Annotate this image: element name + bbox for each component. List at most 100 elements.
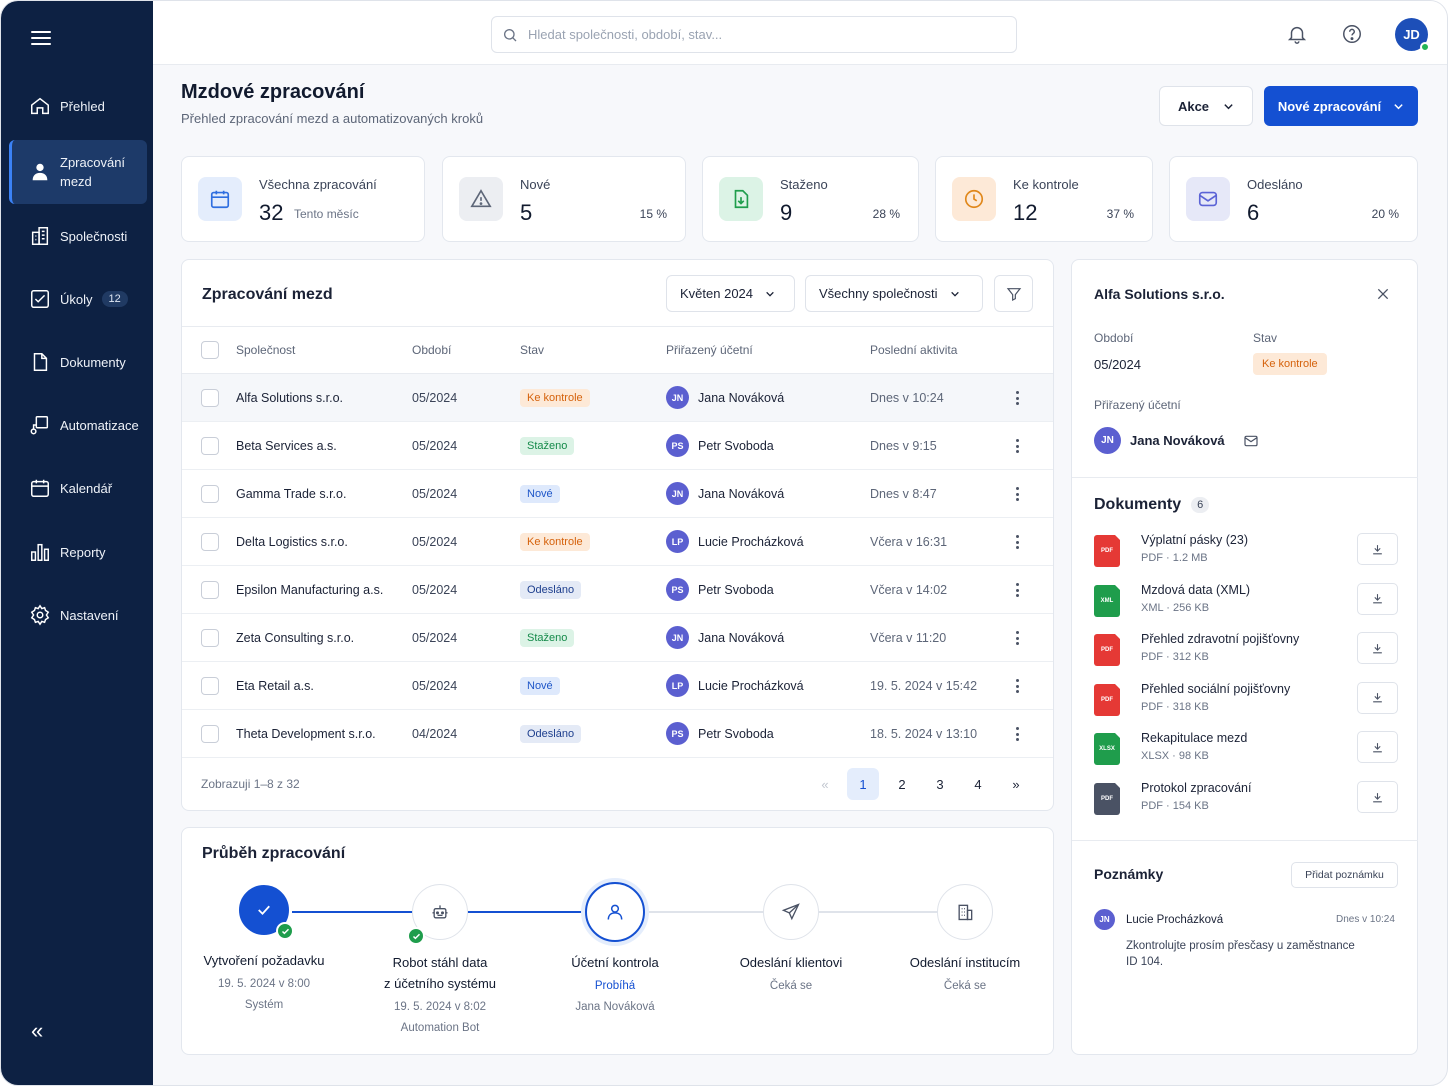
more-options-icon[interactable] bbox=[1016, 439, 1020, 456]
column-header[interactable]: Přiřazený účetní bbox=[666, 343, 753, 357]
search-input[interactable]: Hledat společnosti, období, stav... bbox=[491, 16, 1017, 53]
column-header[interactable]: Společnost bbox=[236, 343, 296, 357]
bell-icon[interactable] bbox=[1286, 23, 1308, 45]
company-name[interactable]: Epsilon Manufacturing a.s. bbox=[236, 582, 384, 597]
stat-card-review[interactable]: Ke kontrole 12 37 % bbox=[935, 156, 1153, 242]
sidebar-item-spolecnosti[interactable]: Společnosti bbox=[9, 216, 147, 256]
sidebar-item-ukoly[interactable]: Úkoly 12 bbox=[9, 279, 147, 319]
row-checkbox[interactable] bbox=[201, 580, 219, 599]
close-icon[interactable] bbox=[1375, 286, 1391, 302]
document-item[interactable]: PDF Protokol zpracování PDF · 154 KB bbox=[1094, 781, 1398, 821]
stat-card-sent[interactable]: Odesláno 6 20 % bbox=[1169, 156, 1418, 242]
column-header[interactable]: Období bbox=[412, 343, 452, 357]
more-options-icon[interactable] bbox=[1016, 583, 1020, 600]
download-document-icon bbox=[719, 177, 763, 221]
row-checkbox[interactable] bbox=[201, 436, 219, 455]
document-item[interactable]: XLSX Rekapitulace mezd XLSX · 98 KB bbox=[1094, 731, 1398, 771]
table-row[interactable]: Epsilon Manufacturing a.s. 05/2024 Odeslán… bbox=[182, 566, 1053, 614]
step-time: 19. 5. 2024 v 8:00 bbox=[217, 978, 311, 990]
table-row[interactable]: Eta Retail a.s. 05/2024 Nové LP Lucie Prochá… bbox=[182, 662, 1053, 710]
help-icon[interactable] bbox=[1341, 23, 1363, 45]
sidebar-item-dokumenty[interactable]: Dokumenty bbox=[9, 342, 147, 382]
company-name[interactable]: Alfa Solutions s.r.o. bbox=[236, 390, 344, 405]
row-checkbox[interactable] bbox=[201, 628, 219, 647]
more-options-icon[interactable] bbox=[1016, 391, 1020, 408]
table-row[interactable]: Zeta Consulting s.r.o. 05/2024 Staženo JN Ja… bbox=[182, 614, 1053, 662]
company-name[interactable]: Gamma Trade s.r.o. bbox=[236, 486, 347, 501]
download-button[interactable] bbox=[1357, 582, 1398, 615]
table-row[interactable]: Delta Logistics s.r.o. 05/2024 Ke kontrole… bbox=[182, 518, 1053, 566]
row-checkbox[interactable] bbox=[201, 724, 219, 743]
file-icon: XLSX bbox=[1094, 732, 1121, 766]
table-row[interactable]: Gamma Trade s.r.o. 05/2024 Nové JN Jana Nová… bbox=[182, 470, 1053, 518]
table-row[interactable]: Theta Development s.r.o. 04/2024 Odesláno P… bbox=[182, 710, 1053, 758]
user-avatar[interactable]: JD bbox=[1395, 18, 1430, 52]
more-options-icon[interactable] bbox=[1016, 487, 1020, 504]
download-button[interactable] bbox=[1357, 731, 1398, 764]
pagination-prev[interactable]: « bbox=[821, 776, 829, 792]
company-name[interactable]: Delta Logistics s.r.o. bbox=[236, 534, 348, 549]
sidebar-item-reporty[interactable]: Reporty bbox=[9, 532, 147, 572]
company-name[interactable]: Zeta Consulting s.r.o. bbox=[236, 630, 355, 645]
sidebar-item-automatizace[interactable]: Automatizace bbox=[9, 405, 147, 445]
pagination-page[interactable]: 2 bbox=[898, 776, 906, 792]
stat-value: 9 bbox=[780, 200, 793, 225]
pagination-page[interactable]: 4 bbox=[974, 776, 982, 792]
sidebar-item-prehled[interactable]: Přehled bbox=[9, 86, 147, 126]
more-options-icon[interactable] bbox=[1016, 535, 1020, 552]
period-filter-dropdown[interactable]: Květen 2024 bbox=[666, 275, 795, 312]
row-checkbox[interactable] bbox=[201, 484, 219, 503]
step-time: 19. 5. 2024 v 8:02 bbox=[393, 1001, 487, 1013]
company-name[interactable]: Beta Services a.s. bbox=[236, 438, 337, 453]
calendar-icon bbox=[198, 177, 242, 221]
filter-button[interactable] bbox=[994, 275, 1033, 312]
company-name[interactable]: Eta Retail a.s. bbox=[236, 678, 314, 693]
mail-icon bbox=[1186, 177, 1230, 221]
document-item[interactable]: PDF Výplatní pásky (23) PDF · 1.2 MB bbox=[1094, 533, 1398, 573]
table-row[interactable]: Alfa Solutions s.r.o. 05/2024 Ke kontrole J… bbox=[182, 374, 1053, 422]
download-button[interactable] bbox=[1357, 632, 1398, 665]
company-filter-dropdown[interactable]: Všechny společnosti bbox=[805, 275, 983, 312]
check-icon bbox=[239, 885, 294, 940]
document-item[interactable]: PDF Přehled sociální pojišťovny PDF · 318 … bbox=[1094, 681, 1398, 722]
row-checkbox[interactable] bbox=[201, 532, 219, 551]
stat-card-new[interactable]: Nové 5 15 % bbox=[442, 156, 686, 242]
row-checkbox[interactable] bbox=[201, 388, 219, 407]
sidebar-item-zpracovani-mezd[interactable]: Zpracování mezd bbox=[9, 140, 147, 204]
mail-icon[interactable] bbox=[1243, 433, 1259, 449]
company-name[interactable]: Theta Development s.r.o. bbox=[236, 726, 376, 741]
document-item[interactable]: XML Mzdová data (XML) XML · 256 KB bbox=[1094, 582, 1398, 623]
step-title-line: Robot stáhl data bbox=[392, 955, 488, 970]
chevron-down-icon bbox=[766, 291, 774, 297]
pagination-page[interactable]: 1 bbox=[847, 768, 879, 800]
row-checkbox[interactable] bbox=[201, 676, 219, 695]
select-all-checkbox[interactable] bbox=[201, 341, 219, 359]
download-button[interactable] bbox=[1357, 681, 1398, 714]
more-options-icon[interactable] bbox=[1016, 727, 1020, 744]
stat-card-all[interactable]: Všechna zpracování 32 Tento měsíc bbox=[181, 156, 425, 242]
stat-card-downloaded[interactable]: Staženo 9 28 % bbox=[702, 156, 919, 242]
period: 05/2024 bbox=[412, 630, 458, 645]
collapse-sidebar-icon[interactable]: « bbox=[31, 1018, 44, 1043]
pagination-next[interactable]: » bbox=[1012, 776, 1020, 792]
column-header[interactable]: Poslední aktivita bbox=[870, 343, 958, 357]
more-options-icon[interactable] bbox=[1016, 631, 1020, 648]
table-row[interactable]: Beta Services a.s. 05/2024 Staženo PS Petr S… bbox=[182, 422, 1053, 470]
column-header[interactable]: Stav bbox=[520, 343, 545, 357]
document-item[interactable]: PDF Přehled zdravotní pojišťovny PDF · 312… bbox=[1094, 632, 1398, 672]
sidebar-item-nastaveni[interactable]: Nastavení bbox=[9, 595, 147, 635]
avatar: JN bbox=[666, 626, 689, 649]
sidebar-item-kalendar[interactable]: Kalendář bbox=[9, 468, 147, 508]
add-note-button[interactable]: Přidat poznámku bbox=[1291, 862, 1398, 888]
download-button[interactable] bbox=[1357, 533, 1398, 565]
new-processing-button[interactable]: Nové zpracování bbox=[1264, 86, 1418, 126]
pagination-page[interactable]: 3 bbox=[936, 776, 944, 792]
note-text-line: Zkontrolujte prosím přesčasy u zaměstnan… bbox=[1126, 940, 1355, 952]
more-options-icon[interactable] bbox=[1016, 679, 1020, 696]
company-filter-value: Všechny společnosti bbox=[819, 286, 938, 301]
download-button[interactable] bbox=[1357, 781, 1398, 813]
step-status: Čeká se bbox=[943, 980, 987, 992]
actions-dropdown-button[interactable]: Akce bbox=[1159, 86, 1253, 126]
period: 05/2024 bbox=[412, 390, 458, 405]
menu-icon[interactable] bbox=[31, 31, 51, 47]
